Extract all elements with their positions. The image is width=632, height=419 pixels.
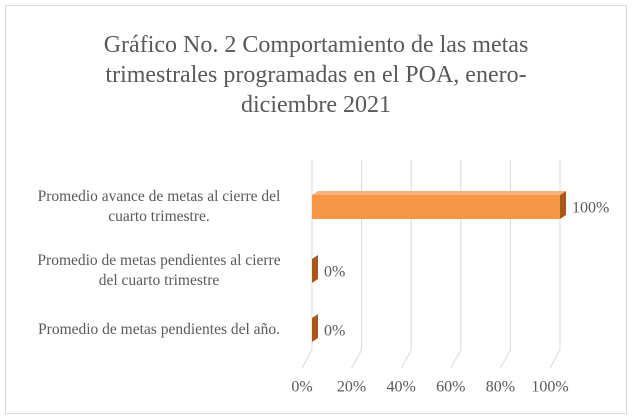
x-tick-label: 60% [436,379,465,396]
y-tick-label: Promedio avance de metas al cierre del c… [37,188,281,225]
data-label: 0% [324,264,345,281]
grid-line [450,160,462,369]
data-label: 0% [324,323,345,340]
grid-line [301,160,313,369]
x-tick-label: 100% [531,379,568,396]
x-tick-label: 0% [291,379,312,396]
bar-top [312,191,566,195]
bar-side [560,191,566,219]
x-tick-label: 80% [486,379,515,396]
grid-line [351,160,363,369]
x-tick-label: 40% [387,379,416,396]
chart-title: Gráfico No. 2 Comportamiento de las meta… [103,32,529,118]
bar [312,195,560,219]
y-tick-label: Promedio de metas pendientes al cierre d… [37,252,281,289]
bar-side [312,255,318,283]
y-tick-label: Promedio de metas pendientes del año. [38,321,280,338]
grid-line [549,160,561,369]
bar-side [312,314,318,342]
grid-line [499,160,511,369]
data-label: 100% [572,200,609,217]
x-tick-label: 20% [337,379,366,396]
grid-line [400,160,412,369]
